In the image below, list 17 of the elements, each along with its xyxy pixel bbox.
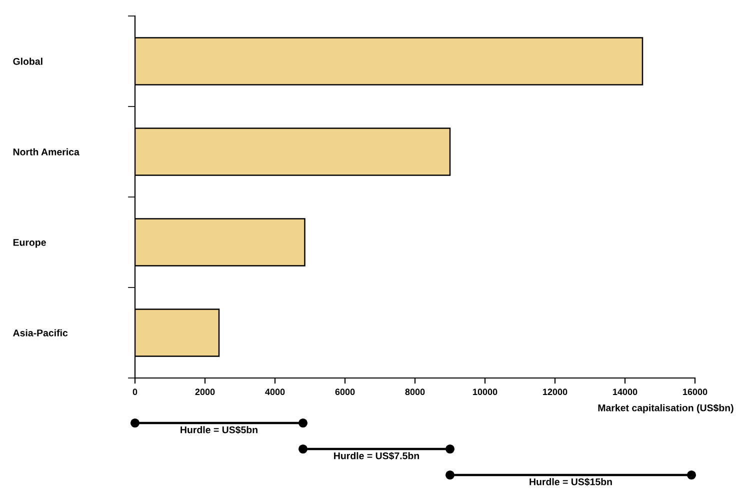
- x-tick-label: 2000: [195, 388, 215, 396]
- data-label: Hurdle = US$5bn: [180, 426, 258, 434]
- x-tick-label: 16000: [683, 388, 708, 396]
- y-tick-label: Global: [13, 58, 42, 65]
- x-tick-label: 8000: [405, 388, 425, 396]
- data-label: Hurdle = US$7.5bn: [334, 452, 419, 460]
- x-tick-label: 6000: [335, 388, 355, 396]
- y-tick-label: North America: [13, 148, 80, 156]
- data-label: Hurdle = US$15bn: [530, 478, 612, 486]
- y-tick-label: Europe: [13, 239, 46, 248]
- x-tick-label: 4000: [265, 388, 285, 396]
- y-tick-label: Asia-Pacific: [13, 329, 68, 336]
- x-tick-label: 0: [132, 388, 138, 396]
- x-tick-label: 10000: [473, 388, 498, 396]
- x-axis-title: Market capitalisation (US$bn): [598, 404, 734, 414]
- x-tick-label: 12000: [543, 388, 568, 396]
- x-tick-label: 14000: [613, 388, 638, 396]
